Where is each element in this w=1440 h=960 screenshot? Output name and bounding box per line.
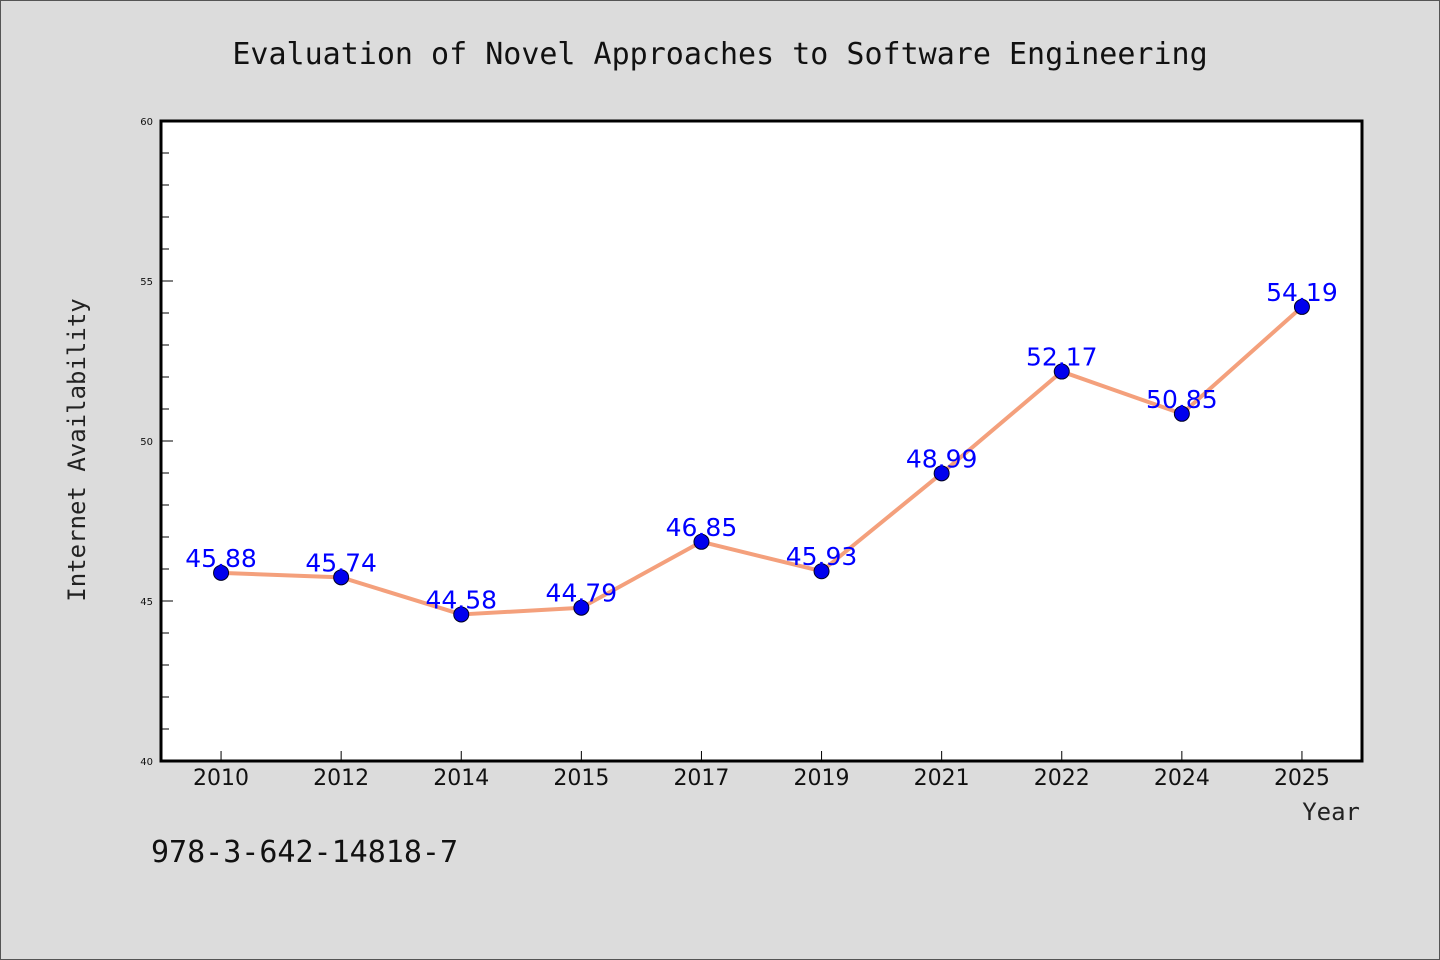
y-tick-label: 45 [140,597,153,608]
data-label: 45.74 [305,548,377,577]
data-point [333,569,350,586]
x-tick-label: 2017 [673,766,729,791]
data-point [453,606,470,623]
x-tick-label: 2015 [553,766,609,791]
y-tick-label: 55 [140,277,153,288]
data-label: 52.17 [1026,343,1098,372]
series-line [220,305,1304,617]
y-tick-label: 60 [140,117,153,128]
data-markers [213,298,1310,623]
x-ticks [220,751,1303,761]
data-label: 45.93 [786,542,858,571]
x-tick-label: 2012 [313,766,369,791]
data-point [813,563,830,580]
data-labels: 45.88 45.74 44.58 44.79 46.85 45.93 48.99 52.17… [185,278,1337,615]
data-label: 44.79 [546,579,618,608]
footnote-isbn: 978-3-642-14818-7 [151,835,459,870]
data-point [1173,405,1190,422]
x-tick-label: 2022 [1034,766,1090,791]
x-tick-label: 2021 [914,766,970,791]
data-label: 46.85 [666,513,738,542]
data-point [1293,298,1310,315]
data-label: 50.85 [1146,385,1218,414]
data-point [933,465,950,482]
data-label: 45.88 [185,544,257,573]
data-label: 54.19 [1266,278,1338,307]
plot-frame [159,119,1364,763]
x-tick-labels: 2010 2012 2014 2015 2017 2019 2021 2022 2024 2025 [193,766,1330,791]
x-tick-label: 2025 [1274,766,1330,791]
data-label: 48.99 [906,444,978,473]
plot-area [161,121,1362,761]
y-tick-label: 40 [140,757,153,768]
data-point [573,599,590,616]
x-axis-label: Year [1302,798,1360,826]
data-point [213,564,230,581]
y-axis-label: Internet Availability [63,298,91,601]
x-tick-label: 2010 [193,766,249,791]
chart-title: Evaluation of Novel Approaches to Softwa… [232,37,1207,72]
y-tick-labels: 40 45 50 55 60 [140,117,153,768]
x-tick-label: 2014 [433,766,489,791]
x-tick-label: 2024 [1154,766,1210,791]
data-label: 44.58 [425,585,497,614]
y-tick-label: 50 [140,437,153,448]
x-tick-label: 2019 [794,766,850,791]
data-point [693,533,710,550]
data-point [1053,363,1070,380]
